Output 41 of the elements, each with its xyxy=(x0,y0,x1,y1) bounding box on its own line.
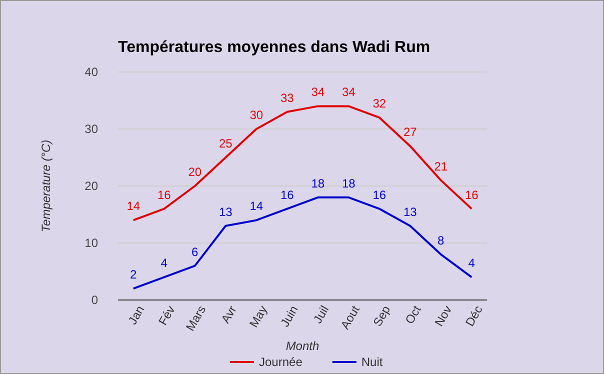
legend-label: Nuit xyxy=(361,355,384,369)
data-label: 14 xyxy=(126,199,140,214)
data-label: 4 xyxy=(160,256,168,270)
x-tick-label: Fév xyxy=(156,303,178,328)
data-label: 13 xyxy=(218,204,233,219)
x-tick-label: Sep xyxy=(370,302,394,329)
data-label: 14 xyxy=(250,199,264,214)
data-label: 33 xyxy=(280,90,294,105)
data-label: 30 xyxy=(250,108,264,122)
chart-title: Températures moyennes dans Wadi Rum xyxy=(118,39,430,56)
data-label: 32 xyxy=(372,96,386,111)
data-label: 13 xyxy=(403,204,418,219)
data-label: 34 xyxy=(342,85,356,100)
data-label: 2 xyxy=(130,268,138,282)
data-label: 18 xyxy=(311,176,325,190)
data-label: 16 xyxy=(280,188,294,202)
x-tick-label: Déc xyxy=(462,303,486,329)
data-label: 20 xyxy=(188,165,202,179)
data-label: 16 xyxy=(372,188,386,202)
x-tick-label: Jan xyxy=(125,303,148,327)
y-tick-label: 10 xyxy=(84,236,98,250)
y-axis-title: Temperature (°C) xyxy=(39,140,53,232)
x-tick-label: Oct xyxy=(402,302,424,326)
data-label: 18 xyxy=(342,176,356,190)
x-tick-label: Avr xyxy=(218,303,240,326)
data-label: 4 xyxy=(468,256,476,270)
data-label: 8 xyxy=(438,233,445,248)
data-label: 6 xyxy=(192,244,199,259)
y-tick-label: 20 xyxy=(84,178,98,193)
data-label: 21 xyxy=(434,159,448,174)
data-label: 27 xyxy=(403,125,418,140)
data-label: 16 xyxy=(157,188,172,202)
y-tick-label: 30 xyxy=(84,122,98,136)
x-axis-title: Month xyxy=(286,339,320,353)
y-tick-label: 40 xyxy=(84,64,98,79)
legend-label: Journée xyxy=(259,355,303,369)
y-tick-label: 0 xyxy=(91,292,98,307)
data-label: 16 xyxy=(464,188,479,202)
data-label: 34 xyxy=(311,85,325,100)
x-tick-label: Juil xyxy=(310,303,332,326)
data-label: 25 xyxy=(218,136,233,150)
